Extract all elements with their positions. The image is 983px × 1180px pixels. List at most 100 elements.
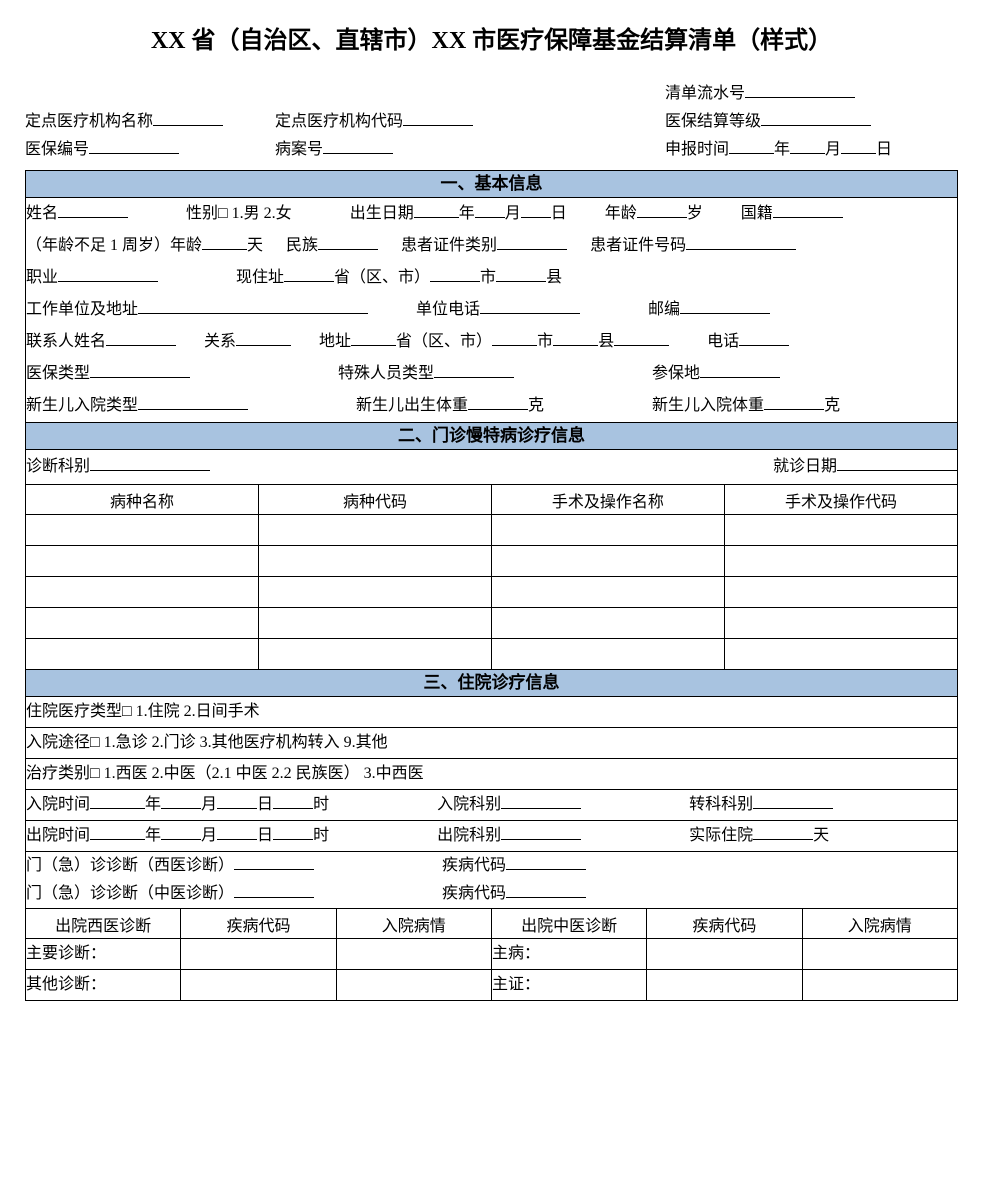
s3-col2: 入院病情 [336,909,491,939]
inst-name-label: 定点医疗机构名称 [25,113,153,130]
s3-col4: 疾病代码 [647,909,802,939]
adm-dept-label: 入院科别 [437,796,501,813]
nationality-label: 国籍 [741,205,773,222]
d3: 日 [257,796,273,813]
city-label: 市 [480,269,496,286]
addr-label: 现住址 [236,269,284,286]
cert-no-label: 患者证件号码 [590,237,686,254]
dis-code-1: 疾病代码 [442,857,506,874]
sex-label: 性别□ 1.男 2.女 [186,205,292,222]
m3: 月 [201,796,217,813]
table-row [26,577,958,608]
page-title: XX 省（自治区、直辖市）XX 市医疗保障基金结算清单（样式） [25,20,958,55]
work-addr-label: 工作单位及地址 [26,301,138,318]
treat-type-row: 治疗类别□ 1.西医 2.中医（2.1 中医 2.2 民族医） 3.中西医 [26,759,958,790]
declare-time-label: 申报时间 [665,141,729,158]
section3-col-headers: 出院西医诊断 疾病代码 入院病情 出院中医诊断 疾病代码 入院病情 [26,909,958,939]
s3-col5: 入院病情 [802,909,957,939]
s3-col3: 出院中医诊断 [491,909,646,939]
main-form-table: 一、基本信息 姓名 性别□ 1.男 2.女 出生日期年月日 年龄岁 国籍 （年龄… [25,170,958,1001]
days-label: 天 [247,237,263,254]
dis-time-label: 出院时间 [26,827,90,844]
age-unit: 岁 [687,205,703,222]
trans-dept-label: 转科科别 [689,796,753,813]
adm-time-row: 入院时间 年 月 日 时 入院科别 转科科别 [26,790,958,821]
adm-time-label: 入院时间 [26,796,90,813]
dob-label: 出生日期 [350,205,414,222]
d4: 日 [257,827,273,844]
city2: 市 [537,333,553,350]
section2-col-headers: 病种名称 病种代码 手术及操作名称 手术及操作代码 [26,485,958,515]
main-dis-label: 主病： [491,939,646,970]
dept-label: 诊断科别 [26,458,90,475]
table-row [26,515,958,546]
dis-code-2: 疾病代码 [442,885,506,902]
name-label: 姓名 [26,205,58,222]
other-diag-label: 其他诊断： [26,970,181,1001]
table-row [26,639,958,670]
section3-header: 三、住院诊疗信息 [26,670,958,697]
newborn-type-label: 新生儿入院类型 [26,397,138,414]
baby-age-label: （年龄不足 1 周岁）年龄 [26,237,202,254]
h4: 时 [313,827,329,844]
addr2-label: 地址 [319,333,351,350]
g1: 克 [528,397,544,414]
case-no-label: 病案号 [275,141,323,158]
table-row [26,546,958,577]
adm-type-row: 住院医疗类型□ 1.住院 2.日间手术 [26,697,958,728]
main-sym-label: 主证： [491,970,646,1001]
newborn-awt-label: 新生儿入院体重 [652,397,764,414]
prov2: 省（区、市） [396,333,492,350]
occupation-label: 职业 [26,269,58,286]
s2-col3: 手术及操作代码 [724,485,957,515]
month-label: 月 [825,141,841,158]
outp-diag-row: 门（急）诊诊断（西医诊断） 疾病代码 门（急）诊诊断（中医诊断） 疾病代码 [26,852,958,909]
cert-type-label: 患者证件类别 [401,237,497,254]
main-diag-row: 主要诊断： 主病： [26,939,958,970]
adm-route-row: 入院途径□ 1.急诊 2.门诊 3.其他医疗机构转入 9.其他 [26,728,958,759]
county2: 县 [598,333,614,350]
dis-dept-label: 出院科别 [437,827,501,844]
day-label: 日 [876,141,892,158]
actual-days-label: 实际住院 [689,827,753,844]
y: 年 [459,205,475,222]
s2-col1: 病种代码 [258,485,491,515]
prov-label: 省（区、市） [334,269,430,286]
g2: 克 [824,397,840,414]
special-type-label: 特殊人员类型 [338,365,434,382]
outp-c-label: 门（急）诊诊断（中医诊断） [26,885,234,902]
visit-date-label: 就诊日期 [773,458,837,475]
h3: 时 [313,796,329,813]
d: 日 [551,205,567,222]
phone-label: 电话 [707,333,739,350]
m: 月 [505,205,521,222]
s2-col0: 病种名称 [26,485,259,515]
header-block: 清单流水号 定点医疗机构名称 定点医疗机构代码 医保结算等级 医保编号 病案号 … [25,80,958,164]
newborn-bwt-label: 新生儿出生体重 [356,397,468,414]
ins-place-label: 参保地 [652,365,700,382]
county-label: 县 [546,269,562,286]
section2-meta: 诊断科别 就诊日期 [26,450,958,485]
contact-label: 联系人姓名 [26,333,106,350]
other-diag-row: 其他诊断： 主证： [26,970,958,1001]
section1-header: 一、基本信息 [26,171,958,198]
dis-time-row: 出院时间年月日时 出院科别 实际住院天 [26,821,958,852]
s2-col2: 手术及操作名称 [491,485,724,515]
ins-no-label: 医保编号 [25,141,89,158]
year-label: 年 [774,141,790,158]
main-diag-label: 主要诊断： [26,939,181,970]
outp-w-label: 门（急）诊诊断（西医诊断） [26,857,234,874]
relation-label: 关系 [204,333,236,350]
y3: 年 [145,796,161,813]
age-label: 年龄 [605,205,637,222]
serial-label: 清单流水号 [665,85,745,102]
work-phone-label: 单位电话 [416,301,480,318]
ethnic-label: 民族 [286,237,318,254]
s3-col0: 出院西医诊断 [26,909,181,939]
settle-level-label: 医保结算等级 [665,113,761,130]
section1-body: 姓名 性别□ 1.男 2.女 出生日期 年 月 日 年龄 岁 国籍 （年龄不足 1 周岁… [26,198,958,423]
zip-label: 邮编 [648,301,680,318]
s3-col1: 疾病代码 [181,909,336,939]
section2-header: 二、门诊慢特病诊疗信息 [26,423,958,450]
inst-code-label: 定点医疗机构代码 [275,113,403,130]
